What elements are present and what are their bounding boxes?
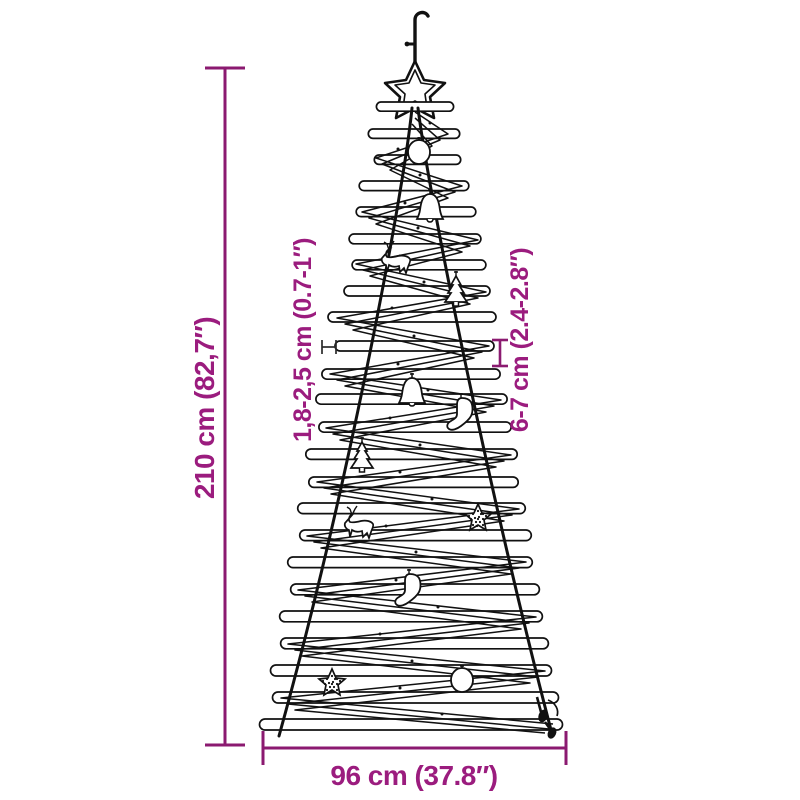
dimension-total-height [205, 66, 245, 747]
dimension-annotations: 210 cm (82,7″) 1,8-2,5 cm (0.7-1″) 6-7 c… [189, 66, 568, 791]
dimension-base-width [261, 731, 568, 765]
tree-rungs [258, 101, 564, 731]
light-string [280, 111, 554, 734]
power-plug-icon [535, 696, 559, 739]
hook-icon [404, 10, 430, 64]
tree-figure [258, 10, 564, 739]
dimension-rung-spacing-label: 6-7 cm (2.4-2.8″) [506, 248, 534, 432]
dimension-rung-diameter-marker [321, 340, 337, 354]
dimension-rung-diameter-label: 1,8-2,5 cm (0.7-1″) [289, 238, 317, 442]
dimension-rung-spacing-marker [492, 338, 508, 368]
dimension-base-width-label: 96 cm (37.8″) [330, 760, 497, 791]
dimension-total-height-label: 210 cm (82,7″) [189, 317, 220, 499]
